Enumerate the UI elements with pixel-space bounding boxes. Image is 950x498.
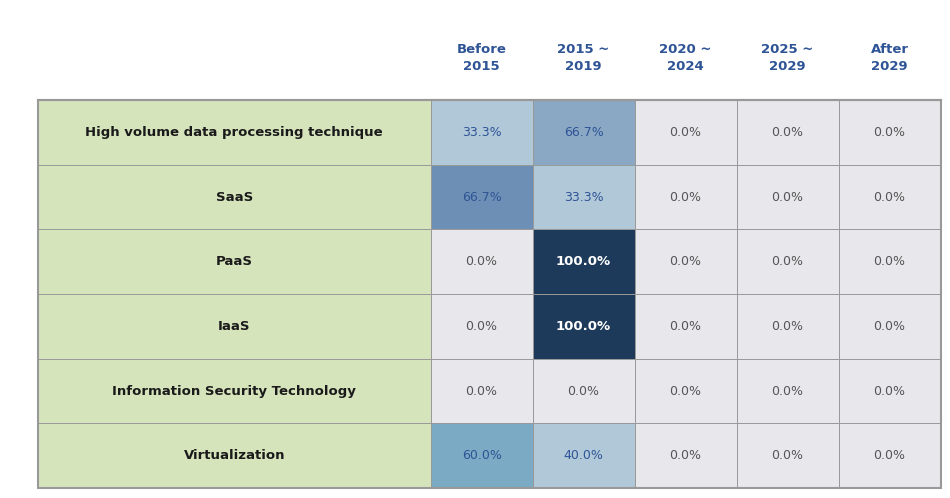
- Bar: [635, 100, 736, 165]
- Bar: [533, 423, 635, 488]
- Bar: [430, 423, 533, 488]
- Bar: [533, 294, 635, 359]
- Bar: [635, 165, 736, 230]
- Bar: [736, 165, 839, 230]
- Bar: [635, 230, 736, 294]
- Text: 0.0%: 0.0%: [873, 320, 905, 333]
- Bar: [635, 423, 736, 488]
- Text: 2025 ~
2029: 2025 ~ 2029: [761, 42, 813, 73]
- Text: 66.7%: 66.7%: [563, 126, 603, 139]
- Text: Before
2015: Before 2015: [457, 42, 506, 73]
- Bar: [430, 100, 533, 165]
- Bar: [430, 165, 533, 230]
- Bar: [38, 359, 430, 423]
- Text: 0.0%: 0.0%: [670, 449, 701, 462]
- Text: 0.0%: 0.0%: [670, 384, 701, 397]
- Bar: [736, 294, 839, 359]
- Bar: [736, 359, 839, 423]
- Bar: [430, 359, 533, 423]
- Text: 0.0%: 0.0%: [771, 449, 804, 462]
- Bar: [533, 100, 635, 165]
- Text: 0.0%: 0.0%: [873, 191, 905, 204]
- Bar: [839, 423, 940, 488]
- Text: 0.0%: 0.0%: [670, 255, 701, 268]
- Text: 2015 ~
2019: 2015 ~ 2019: [558, 42, 610, 73]
- Text: High volume data processing technique: High volume data processing technique: [86, 126, 383, 139]
- Text: 60.0%: 60.0%: [462, 449, 502, 462]
- Text: 0.0%: 0.0%: [670, 320, 701, 333]
- Bar: [839, 165, 940, 230]
- Bar: [430, 294, 533, 359]
- Text: 33.3%: 33.3%: [462, 126, 502, 139]
- Bar: [736, 423, 839, 488]
- Bar: [635, 294, 736, 359]
- Text: Virtualization: Virtualization: [183, 449, 285, 462]
- Text: 66.7%: 66.7%: [462, 191, 502, 204]
- Bar: [533, 230, 635, 294]
- Text: SaaS: SaaS: [216, 191, 253, 204]
- Text: 0.0%: 0.0%: [670, 126, 701, 139]
- Text: 2020 ~
2024: 2020 ~ 2024: [659, 42, 712, 73]
- Bar: [430, 230, 533, 294]
- Text: 40.0%: 40.0%: [563, 449, 603, 462]
- Text: 0.0%: 0.0%: [873, 384, 905, 397]
- Text: 0.0%: 0.0%: [771, 320, 804, 333]
- Text: 0.0%: 0.0%: [873, 126, 905, 139]
- Text: IaaS: IaaS: [218, 320, 251, 333]
- Bar: [839, 359, 940, 423]
- Text: PaaS: PaaS: [216, 255, 253, 268]
- Bar: [38, 100, 940, 488]
- Text: 0.0%: 0.0%: [466, 384, 498, 397]
- Text: After
2029: After 2029: [870, 42, 908, 73]
- Text: 0.0%: 0.0%: [771, 384, 804, 397]
- Text: 0.0%: 0.0%: [466, 255, 498, 268]
- Bar: [635, 359, 736, 423]
- Bar: [839, 230, 940, 294]
- Text: 0.0%: 0.0%: [873, 449, 905, 462]
- Bar: [839, 100, 940, 165]
- Text: 0.0%: 0.0%: [771, 126, 804, 139]
- Text: 0.0%: 0.0%: [466, 320, 498, 333]
- Text: 33.3%: 33.3%: [563, 191, 603, 204]
- Bar: [38, 294, 430, 359]
- Text: 100.0%: 100.0%: [556, 255, 611, 268]
- Bar: [736, 230, 839, 294]
- Text: 0.0%: 0.0%: [873, 255, 905, 268]
- Text: Information Security Technology: Information Security Technology: [112, 384, 356, 397]
- Text: 0.0%: 0.0%: [670, 191, 701, 204]
- Bar: [533, 359, 635, 423]
- Bar: [736, 100, 839, 165]
- Bar: [38, 165, 430, 230]
- Bar: [533, 165, 635, 230]
- Text: 0.0%: 0.0%: [771, 191, 804, 204]
- Text: 0.0%: 0.0%: [771, 255, 804, 268]
- Bar: [38, 423, 430, 488]
- Bar: [38, 100, 430, 165]
- Text: 100.0%: 100.0%: [556, 320, 611, 333]
- Bar: [839, 294, 940, 359]
- Bar: [38, 230, 430, 294]
- Text: 0.0%: 0.0%: [567, 384, 599, 397]
